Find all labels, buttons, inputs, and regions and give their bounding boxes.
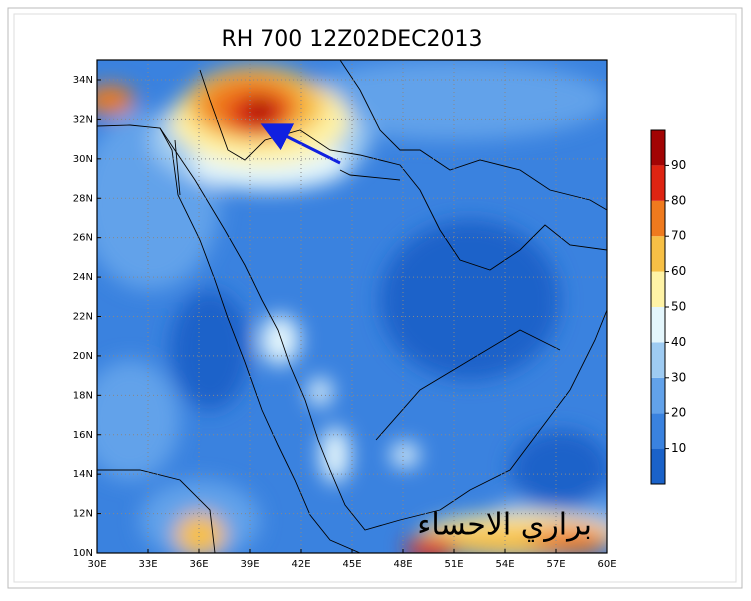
colorbar-band: [651, 271, 665, 307]
colorbar-label: 90: [671, 158, 686, 172]
lon-label: 30E: [87, 559, 106, 570]
lat-label: 28N: [73, 193, 93, 204]
lon-label: 57E: [546, 559, 565, 570]
map-title: RH 700 12Z02DEC2013: [221, 27, 482, 52]
lon-label: 45E: [342, 559, 361, 570]
colorbar-band: [651, 413, 665, 449]
colorbar-band: [651, 307, 665, 343]
grid: [97, 60, 607, 553]
colorbar-label: 40: [671, 335, 686, 349]
lon-label: 33E: [138, 559, 157, 570]
field: [97, 60, 607, 553]
coastlines: [97, 60, 607, 553]
lat-label: 32N: [73, 114, 93, 125]
watermark: براري الاحساء: [417, 508, 592, 543]
colorbar-band: [651, 448, 665, 484]
colorbar-band: [651, 130, 665, 166]
colorbar-band: [651, 342, 665, 378]
lat-label: 22N: [73, 312, 93, 323]
axis-labels: 34N32N30N28N26N24N22N20N18N16N14N12N10N3…: [73, 75, 617, 570]
lon-label: 42E: [291, 559, 310, 570]
colorbar-label: 20: [671, 406, 686, 420]
colorbar-label: 80: [671, 193, 686, 207]
colorbar-band: [651, 236, 665, 272]
frame-inner: [13, 13, 737, 583]
lat-label: 34N: [73, 75, 93, 86]
lon-label: 60E: [597, 559, 616, 570]
colorbar-label: 30: [671, 370, 686, 384]
lon-label: 54E: [495, 559, 514, 570]
colorbar-label: 60: [671, 264, 686, 278]
colorbar-band: [651, 200, 665, 237]
lat-label: 26N: [73, 233, 93, 244]
colorbar-band: [651, 165, 665, 201]
lat-label: 12N: [73, 509, 93, 520]
lon-label: 39E: [240, 559, 259, 570]
lon-label: 48E: [393, 559, 412, 570]
colorbar-band: [651, 377, 665, 414]
lat-label: 20N: [73, 351, 93, 362]
lat-label: 16N: [73, 430, 93, 441]
lon-label: 51E: [444, 559, 463, 570]
colorbar-label: 10: [671, 441, 686, 455]
lat-label: 24N: [73, 272, 93, 283]
arrow: [260, 123, 341, 165]
lat-label: 14N: [73, 469, 93, 480]
lon-label: 36E: [189, 559, 208, 570]
colorbar-label: 50: [671, 300, 686, 314]
colorbar-label: 70: [671, 229, 686, 243]
lat-label: 10N: [73, 548, 93, 559]
colorbar: 10 20 30 40 50 60 70 80 90: [650, 129, 686, 485]
frame: [7, 7, 743, 589]
lat-label: 30N: [73, 154, 93, 165]
lat-label: 18N: [73, 390, 93, 401]
